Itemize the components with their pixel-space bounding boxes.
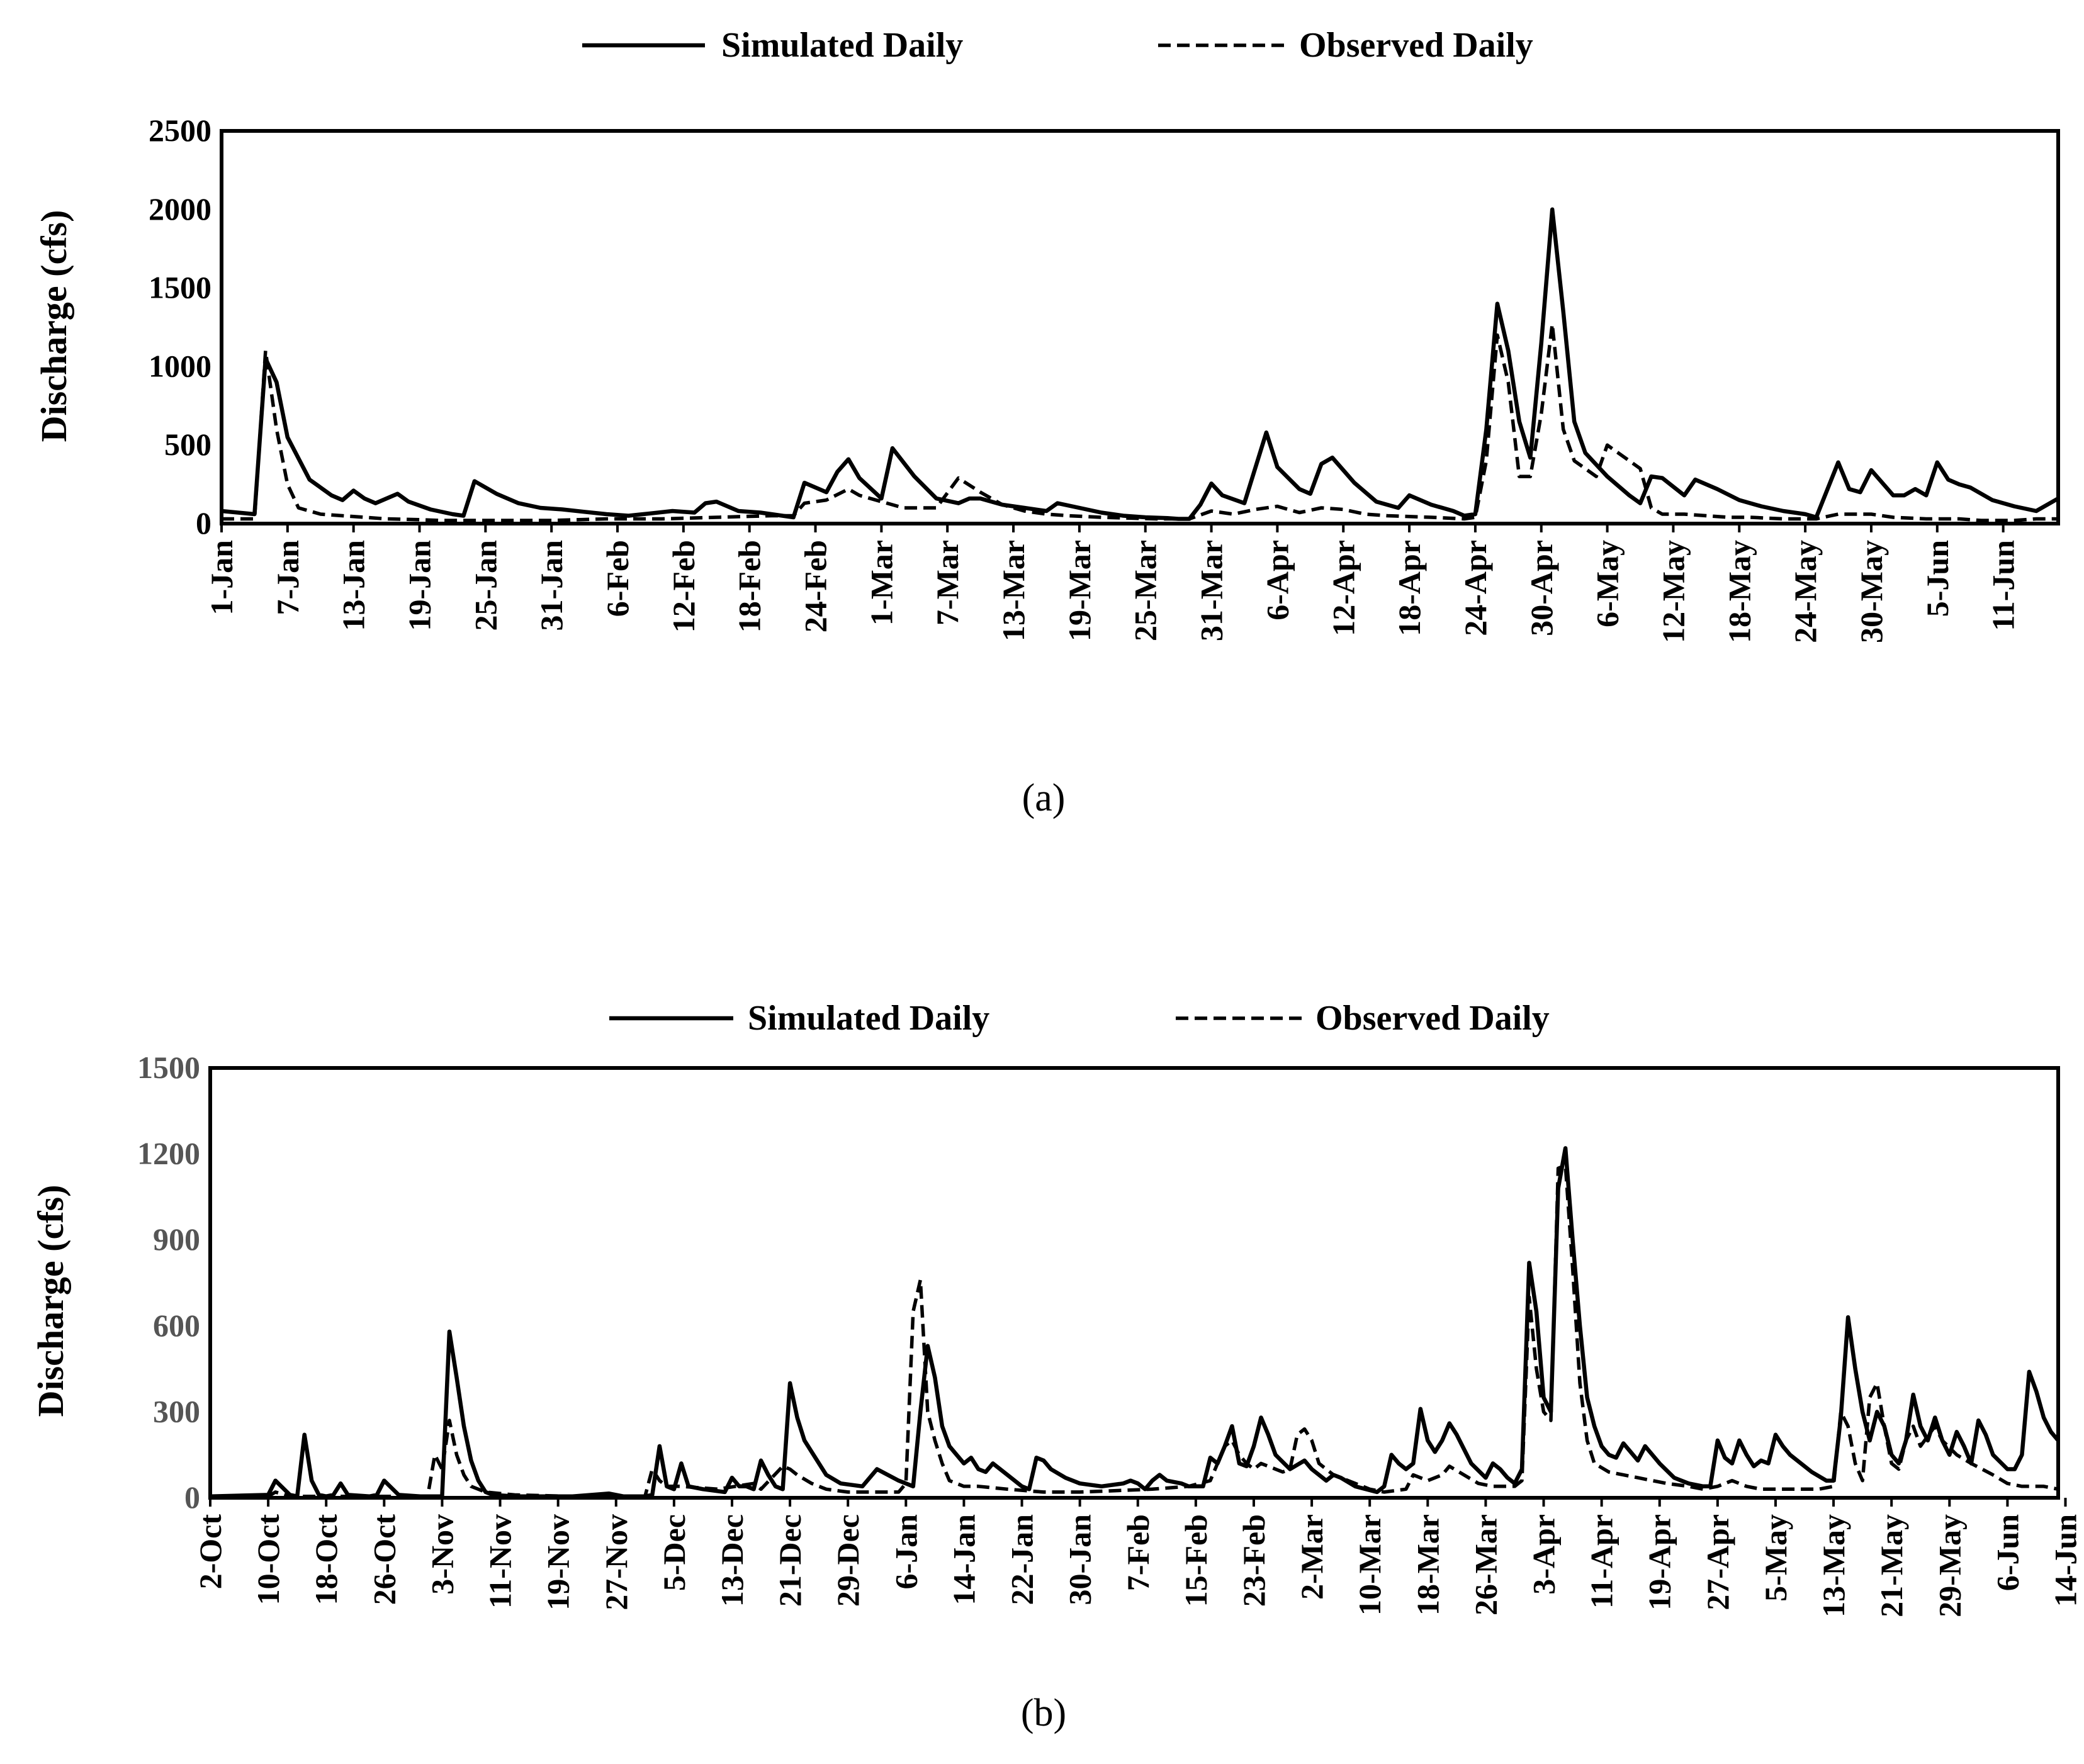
x-tick-label-b-20: 10-Mar (1352, 1514, 1387, 1615)
x-tick-label-b-6: 19-Nov (541, 1514, 576, 1610)
x-tick-label-a-0: 1-Jan (204, 540, 239, 615)
x-tick-label-a-6: 6-Feb (600, 540, 635, 617)
y-tick-label-b-3: 900 (153, 1222, 200, 1257)
x-tick-label-a-25: 30-May (1854, 540, 1889, 643)
legend-b-observed-label: Observed Daily (1315, 999, 1550, 1038)
x-tick-label-b-28: 13-May (1816, 1514, 1851, 1617)
x-tick-label-b-29: 21-May (1874, 1514, 1909, 1617)
x-axis-ticks-a: 1-Jan 7-Jan 13-Jan 19-Jan 25-Jan 31-Jan 6-Feb 1… (204, 524, 2021, 643)
x-tick-label-b-18: 23-Feb (1236, 1514, 1271, 1607)
chart-panel-a: Simulated Daily Observed Daily 0 500 1000 1… (33, 26, 2060, 819)
y-axis-ticks-b: 0 300 600 900 1200 1500 (137, 1050, 200, 1515)
x-tick-label-b-11: 29-Dec (830, 1514, 865, 1607)
x-tick-label-b-26: 27-Apr (1700, 1514, 1735, 1610)
x-tick-label-a-3: 19-Jan (402, 540, 437, 631)
x-tick-label-b-7: 27-Nov (599, 1514, 634, 1610)
x-tick-label-a-1: 7-Jan (270, 540, 305, 615)
legend-a-observed-label: Observed Daily (1299, 26, 1533, 65)
x-tick-label-b-12: 6-Jan (888, 1514, 923, 1590)
y-tick-label-b-4: 1200 (137, 1136, 200, 1171)
y-tick-label-a-4: 2000 (149, 191, 211, 227)
y-tick-label-a-1: 500 (164, 427, 211, 462)
x-tick-label-b-31: 6-Jun (1990, 1514, 2025, 1591)
x-tick-label-b-30: 29-May (1932, 1514, 1967, 1617)
x-tick-label-b-17: 15-Feb (1178, 1514, 1214, 1607)
x-tick-label-a-13: 19-Mar (1062, 540, 1097, 641)
chart-panel-b: Simulated Daily Observed Daily 0 300 600 90… (30, 999, 2083, 1734)
series-line-b-observed (210, 1164, 2059, 1498)
x-tick-label-b-23: 3-Apr (1526, 1514, 1562, 1595)
plot-frame-a (220, 129, 2060, 525)
x-tick-label-a-23: 18-May (1721, 540, 1757, 643)
x-tick-label-a-11: 7-Mar (930, 540, 965, 626)
y-tick-label-a-5: 2500 (149, 113, 211, 148)
x-tick-label-b-2: 18-Oct (308, 1514, 344, 1605)
legend-a: Simulated Daily Observed Daily (582, 26, 1533, 65)
x-tick-label-a-21: 6-May (1590, 540, 1625, 627)
y-axis-title-b: Discharge (cfs) (30, 1185, 71, 1417)
x-tick-label-a-14: 25-Mar (1128, 540, 1163, 641)
x-tick-label-a-7: 12-Feb (666, 540, 701, 632)
x-tick-label-b-5: 11-Nov (483, 1514, 518, 1609)
x-tick-label-a-19: 24-Apr (1458, 540, 1493, 636)
x-tick-label-a-9: 24-Feb (798, 540, 833, 632)
legend-a-simulated-label: Simulated Daily (721, 26, 963, 65)
x-axis-ticks-b: 2-Oct 10-Oct 18-Oct 26-Oct 3-Nov 11-Nov 19-Nov… (193, 1498, 2083, 1617)
series-line-a-observed (222, 322, 2058, 522)
x-tick-label-a-24: 24-May (1788, 540, 1823, 643)
x-tick-label-b-32: 14-Jun (2048, 1514, 2083, 1607)
x-tick-label-b-9: 13-Dec (714, 1514, 750, 1607)
x-tick-label-a-20: 30-Apr (1524, 540, 1559, 636)
y-tick-label-b-2: 600 (153, 1308, 200, 1343)
x-tick-label-b-25: 19-Apr (1642, 1514, 1677, 1610)
y-tick-label-b-1: 300 (153, 1393, 200, 1429)
series-group-a (221, 207, 2059, 522)
x-tick-label-a-17: 12-Apr (1326, 540, 1361, 636)
panel-label-b: (b) (1021, 1692, 1066, 1734)
plot-frame-b (208, 1066, 2060, 1500)
x-tick-label-b-8: 5-Dec (656, 1514, 692, 1591)
x-tick-label-b-16: 7-Feb (1120, 1514, 1156, 1591)
x-tick-label-b-13: 14-Jan (946, 1514, 981, 1605)
x-tick-label-b-15: 30-Jan (1062, 1514, 1098, 1605)
series-line-b-simulated (210, 1146, 2060, 1498)
y-axis-ticks-a: 0 500 1000 1500 2000 2500 (149, 113, 211, 541)
x-tick-label-b-1: 10-Oct (251, 1514, 286, 1605)
x-tick-label-a-26: 5-Jun (1920, 540, 1955, 617)
y-tick-label-a-3: 1500 (149, 270, 211, 305)
x-tick-label-b-19: 2-Mar (1294, 1514, 1329, 1600)
x-tick-label-a-5: 31-Jan (534, 540, 569, 631)
x-tick-label-a-22: 12-May (1655, 540, 1691, 643)
legend-b: Simulated Daily Observed Daily (609, 999, 1550, 1038)
x-tick-label-b-14: 22-Jan (1005, 1514, 1040, 1605)
x-tick-label-a-4: 25-Jan (468, 540, 503, 631)
x-tick-label-a-2: 13-Jan (336, 540, 371, 631)
x-tick-label-a-15: 31-Mar (1194, 540, 1229, 641)
y-tick-label-b-0: 0 (184, 1480, 200, 1515)
x-tick-label-a-27: 11-Jun (1986, 540, 2021, 631)
x-tick-label-a-10: 1-Mar (864, 540, 899, 626)
x-tick-label-b-3: 26-Oct (366, 1514, 402, 1605)
x-tick-label-b-27: 5-May (1758, 1514, 1793, 1602)
x-tick-label-b-10: 21-Dec (772, 1514, 808, 1607)
y-tick-label-a-0: 0 (196, 505, 211, 541)
x-tick-label-b-4: 3-Nov (424, 1514, 459, 1595)
x-tick-label-b-22: 26-Mar (1468, 1514, 1503, 1615)
y-tick-label-b-5: 1500 (137, 1050, 200, 1085)
series-group-b (210, 1146, 2060, 1498)
legend-b-simulated-label: Simulated Daily (748, 999, 989, 1038)
x-tick-label-b-0: 2-Oct (193, 1514, 228, 1590)
series-line-a-simulated (221, 207, 2059, 521)
x-tick-label-b-24: 11-Apr (1584, 1514, 1619, 1609)
y-axis-title-a: Discharge (cfs) (33, 210, 74, 442)
x-tick-label-b-21: 18-Mar (1410, 1514, 1445, 1615)
x-tick-label-a-18: 18-Apr (1392, 540, 1427, 636)
x-tick-label-a-8: 18-Feb (732, 540, 767, 632)
y-tick-label-a-2: 1000 (149, 348, 211, 383)
x-tick-label-a-12: 13-Mar (996, 540, 1031, 641)
x-tick-label-a-16: 6-Apr (1259, 540, 1295, 621)
panel-label-a: (a) (1022, 777, 1066, 819)
